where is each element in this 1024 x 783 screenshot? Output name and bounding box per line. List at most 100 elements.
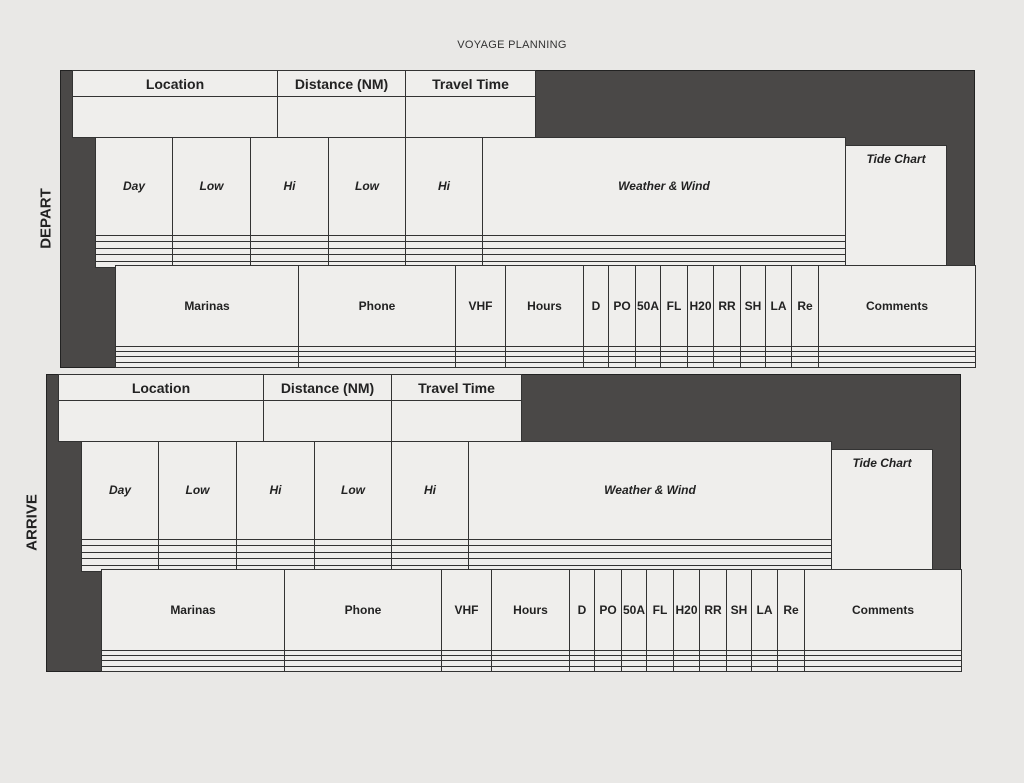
input-cell[interactable] bbox=[263, 400, 392, 442]
tide-chart-box[interactable]: Tide Chart bbox=[831, 449, 933, 576]
input-cell[interactable] bbox=[58, 400, 264, 442]
header-row: Location Distance (NM) Travel Time bbox=[72, 70, 536, 97]
input-cell[interactable] bbox=[818, 361, 976, 369]
input-cell[interactable] bbox=[621, 665, 647, 673]
input-cell[interactable] bbox=[505, 361, 584, 369]
column-header: Day bbox=[81, 441, 159, 540]
table-row bbox=[81, 551, 832, 559]
input-cell[interactable] bbox=[455, 361, 506, 369]
column-header: RR bbox=[713, 265, 741, 347]
table-row bbox=[101, 665, 962, 673]
input-cell[interactable] bbox=[791, 361, 819, 369]
column-header: 50A bbox=[621, 569, 647, 651]
input-cell[interactable] bbox=[804, 665, 962, 673]
header-row: Location Distance (NM) Travel Time bbox=[58, 374, 522, 401]
column-header: Day bbox=[95, 137, 173, 236]
route-table-wrap: Location Distance (NM) Travel Time bbox=[58, 374, 522, 442]
table-row bbox=[101, 649, 962, 656]
tide-chart-box[interactable]: Tide Chart bbox=[845, 145, 947, 272]
column-header: Re bbox=[777, 569, 805, 651]
column-header: VHF bbox=[441, 569, 492, 651]
table-row bbox=[72, 96, 536, 138]
column-header: FL bbox=[646, 569, 674, 651]
marinas-table-wrap: Marinas Phone VHF Hours D PO 50A FL H20 RR SH LA Re C… bbox=[101, 569, 962, 673]
input-cell[interactable] bbox=[635, 361, 661, 369]
column-header: PO bbox=[594, 569, 622, 651]
column-header: Travel Time bbox=[405, 70, 536, 97]
route-table: Location Distance (NM) Travel Time bbox=[72, 70, 536, 138]
column-header: Hi bbox=[405, 137, 483, 236]
input-cell[interactable] bbox=[608, 361, 636, 369]
column-header: Low bbox=[328, 137, 406, 236]
table-row bbox=[81, 558, 832, 566]
input-cell[interactable] bbox=[441, 665, 492, 673]
page-title: VOYAGE PLANNING bbox=[457, 39, 567, 51]
input-cell[interactable] bbox=[646, 665, 674, 673]
input-cell[interactable] bbox=[277, 96, 406, 138]
column-header: Hours bbox=[505, 265, 584, 347]
column-header: Low bbox=[314, 441, 392, 540]
header-row: Day Low Hi Low Hi Weather & Wind bbox=[95, 137, 846, 236]
table-row bbox=[81, 545, 832, 553]
column-header: Comments bbox=[818, 265, 976, 347]
column-header: VHF bbox=[455, 265, 506, 347]
input-cell[interactable] bbox=[298, 361, 456, 369]
column-header: H20 bbox=[673, 569, 700, 651]
marinas-table-wrap: Marinas Phone VHF Hours D PO 50A FL H20 RR SH LA Re C… bbox=[115, 265, 976, 369]
table-row bbox=[81, 538, 832, 546]
weather-table-wrap: Day Low Hi Low Hi Weather & Wind bbox=[81, 441, 832, 572]
column-header: Phone bbox=[284, 569, 442, 651]
input-cell[interactable] bbox=[405, 96, 536, 138]
column-header: FL bbox=[660, 265, 688, 347]
section-label: DEPART bbox=[37, 188, 55, 249]
input-cell[interactable] bbox=[391, 400, 522, 442]
column-header: Weather & Wind bbox=[482, 137, 846, 236]
input-cell[interactable] bbox=[765, 361, 792, 369]
input-cell[interactable] bbox=[713, 361, 741, 369]
input-cell[interactable] bbox=[777, 665, 805, 673]
input-cell[interactable] bbox=[569, 665, 595, 673]
input-cell[interactable] bbox=[491, 665, 570, 673]
column-header: 50A bbox=[635, 265, 661, 347]
column-header: D bbox=[583, 265, 609, 347]
column-header: Low bbox=[158, 441, 237, 540]
table-row bbox=[58, 400, 522, 442]
column-header: Low bbox=[172, 137, 251, 236]
column-header: SH bbox=[726, 569, 752, 651]
input-cell[interactable] bbox=[284, 665, 442, 673]
column-header: Weather & Wind bbox=[468, 441, 832, 540]
depart-section: Location Distance (NM) Travel Time DEPART Da… bbox=[38, 70, 976, 369]
column-header: Re bbox=[791, 265, 819, 347]
route-table-wrap: Location Distance (NM) Travel Time bbox=[72, 70, 536, 138]
column-header: Travel Time bbox=[391, 374, 522, 401]
column-header: Marinas bbox=[101, 569, 285, 651]
weather-table: Day Low Hi Low Hi Weather & Wind bbox=[95, 137, 846, 268]
column-header: PO bbox=[608, 265, 636, 347]
column-header: Distance (NM) bbox=[277, 70, 406, 97]
input-cell[interactable] bbox=[101, 665, 285, 673]
input-cell[interactable] bbox=[699, 665, 727, 673]
weather-table: Day Low Hi Low Hi Weather & Wind bbox=[81, 441, 832, 572]
input-cell[interactable] bbox=[115, 361, 299, 369]
input-cell[interactable] bbox=[673, 665, 700, 673]
column-header: LA bbox=[751, 569, 778, 651]
header-row: Marinas Phone VHF Hours D PO 50A FL H20 RR SH LA Re C… bbox=[115, 265, 976, 347]
input-cell[interactable] bbox=[740, 361, 766, 369]
header-row: Marinas Phone VHF Hours D PO 50A FL H20 RR SH LA Re C… bbox=[101, 569, 962, 651]
input-cell[interactable] bbox=[751, 665, 778, 673]
input-cell[interactable] bbox=[726, 665, 752, 673]
input-cell[interactable] bbox=[72, 96, 278, 138]
input-cell[interactable] bbox=[687, 361, 714, 369]
input-cell[interactable] bbox=[583, 361, 609, 369]
column-header: Hi bbox=[391, 441, 469, 540]
marinas-table: Marinas Phone VHF Hours D PO 50A FL H20 RR SH LA Re C… bbox=[101, 569, 962, 673]
column-header: Hi bbox=[250, 137, 329, 236]
header-row: Day Low Hi Low Hi Weather & Wind bbox=[81, 441, 832, 540]
input-cell[interactable] bbox=[660, 361, 688, 369]
column-header: RR bbox=[699, 569, 727, 651]
column-header: Hours bbox=[491, 569, 570, 651]
column-header: Comments bbox=[804, 569, 962, 651]
column-header: LA bbox=[765, 265, 792, 347]
input-cell[interactable] bbox=[594, 665, 622, 673]
column-header: Phone bbox=[298, 265, 456, 347]
